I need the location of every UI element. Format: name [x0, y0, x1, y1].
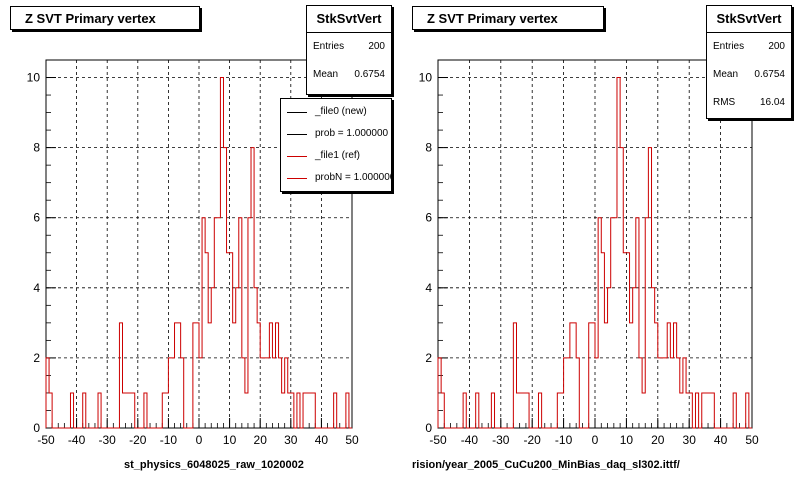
- right-x-tick-label: -30: [492, 433, 510, 447]
- left-y-tick-label: 6: [33, 211, 40, 225]
- right-histogram-line: [437, 77, 752, 429]
- left-x-axis-title: st_physics_6048025_raw_1020002: [124, 459, 304, 471]
- left-y-tick-label: 2: [33, 351, 40, 365]
- legend-entry-file0: _file0 (new): [281, 101, 391, 123]
- left-stats-entries-value: 200: [368, 41, 385, 52]
- legend-swatch-prob: [287, 134, 307, 135]
- right-x-tick-label: -40: [461, 433, 479, 447]
- right-plot-title-text: Z SVT Primary vertex: [427, 11, 558, 26]
- right-stats-mean-label: Mean: [713, 69, 739, 80]
- left-x-tick-label: 30: [284, 433, 298, 447]
- right-stats-mean-row: Mean 0.6754: [707, 61, 791, 89]
- left-legend: _file0 (new) prob = 1.000000 _file1 (ref…: [280, 98, 392, 192]
- right-x-tick-label: -50: [429, 433, 447, 447]
- legend-swatch-probn: [287, 178, 307, 179]
- left-y-tick-label: 8: [33, 141, 40, 155]
- right-x-tick-label: 20: [651, 433, 665, 447]
- right-y-tick-label: 6: [425, 211, 432, 225]
- left-stats-name: StkSvtVert: [307, 6, 391, 33]
- left-stats-mean-value: 0.6754: [354, 69, 385, 80]
- right-y-tick-label: 2: [425, 351, 432, 365]
- legend-entry-prob: prob = 1.000000: [281, 123, 391, 145]
- right-y-tick-label: 0: [425, 421, 432, 435]
- right-y-tick-label: 10: [419, 71, 433, 85]
- right-stats-mean-value: 0.6754: [754, 69, 785, 80]
- left-stats-mean-row: Mean 0.6754: [307, 61, 391, 89]
- left-x-tick-label: 20: [254, 433, 268, 447]
- left-histogram-line: [45, 77, 352, 429]
- right-plot-title: Z SVT Primary vertex: [412, 6, 604, 30]
- left-x-tick-label: 0: [196, 433, 203, 447]
- right-x-tick-label: -10: [555, 433, 573, 447]
- left-x-tick-label: -50: [37, 433, 55, 447]
- right-x-tick-label: 0: [592, 433, 599, 447]
- right-stats-rms-row: RMS 16.04: [707, 89, 791, 117]
- legend-label-file1: _file1 (ref): [315, 150, 361, 161]
- left-y-tick-label: 0: [33, 421, 40, 435]
- left-x-tick-label: 40: [315, 433, 329, 447]
- right-x-tick-label: 50: [745, 433, 759, 447]
- legend-label-probn: probN = 1.000000: [315, 172, 392, 183]
- right-stats-rms-value: 16.04: [759, 97, 785, 108]
- left-stats-mean-label: Mean: [313, 69, 339, 80]
- right-stats-rms-label: RMS: [713, 97, 736, 108]
- right-stats-entries-row: Entries 200: [707, 33, 791, 61]
- legend-swatch-file0: [287, 112, 307, 113]
- right-y-tick-label: 8: [425, 141, 432, 155]
- right-x-tick-label: 30: [683, 433, 697, 447]
- left-x-tick-label: 10: [223, 433, 237, 447]
- left-plot-title: Z SVT Primary vertex: [10, 6, 200, 30]
- left-stats-box: StkSvtVert Entries 200 Mean 0.6754: [306, 5, 392, 95]
- legend-entry-file1: _file1 (ref): [281, 145, 391, 167]
- left-x-tick-label: -30: [99, 433, 117, 447]
- left-stats-entries-row: Entries 200: [307, 33, 391, 61]
- left-x-tick-label: -10: [160, 433, 178, 447]
- right-stats-name: StkSvtVert: [707, 6, 791, 33]
- right-x-tick-label: 10: [620, 433, 634, 447]
- right-y-tick-label: 4: [425, 281, 432, 295]
- right-x-tick-label: -20: [524, 433, 542, 447]
- right-x-tick-label: 40: [714, 433, 728, 447]
- left-y-tick-label: 4: [33, 281, 40, 295]
- right-stats-box: StkSvtVert Entries 200 Mean 0.6754 RMS 1…: [706, 5, 792, 119]
- legend-entry-probn: probN = 1.000000: [281, 167, 391, 189]
- right-stats-entries-label: Entries: [713, 41, 745, 52]
- left-stats-entries-label: Entries: [313, 41, 345, 52]
- legend-label-file0: _file0 (new): [315, 106, 367, 117]
- left-x-tick-label: 50: [345, 433, 359, 447]
- left-y-tick-label: 10: [27, 71, 41, 85]
- legend-swatch-file1: [287, 156, 307, 157]
- right-stats-entries-value: 200: [768, 41, 785, 52]
- legend-label-prob: prob = 1.000000: [315, 128, 389, 139]
- left-plot-title-text: Z SVT Primary vertex: [25, 11, 156, 26]
- left-x-tick-label: -20: [129, 433, 147, 447]
- left-x-tick-label: -40: [68, 433, 86, 447]
- right-x-axis-title: rision/year_2005_CuCu200_MinBias_daq_sl3…: [412, 459, 680, 471]
